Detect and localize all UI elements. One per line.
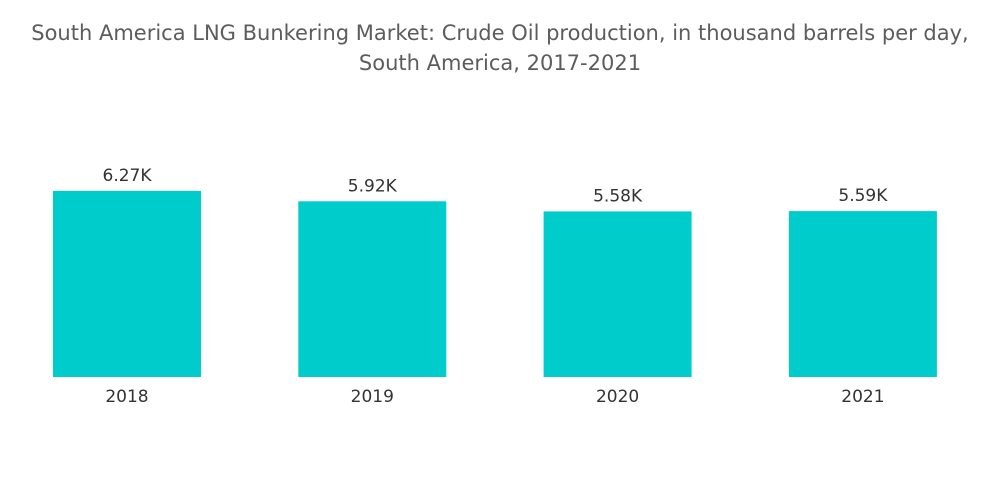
x-tick-label-2018: 2018 (105, 387, 148, 407)
data-label-2020: 5.58K (593, 186, 643, 206)
data-label-2019: 5.92K (348, 176, 398, 196)
data-labels-group: 6.27K 5.92K 5.58K 5.59K (103, 166, 889, 207)
bars-group (53, 190, 937, 377)
data-label-2018: 6.27K (103, 166, 153, 186)
bar-2021 (788, 211, 937, 377)
x-tick-label-2021: 2021 (841, 387, 884, 407)
x-tick-label-2020: 2020 (596, 387, 639, 407)
bar-2018 (53, 190, 201, 377)
x-tick-label-2019: 2019 (351, 387, 394, 407)
chart-title: South America LNG Bunkering Market: Crud… (31, 21, 969, 75)
data-label-2021: 5.59K (838, 186, 888, 206)
bar-2020 (543, 211, 692, 377)
bar-2019 (298, 201, 447, 377)
x-tick-labels-group: 2018 2019 2020 2021 (105, 387, 884, 407)
